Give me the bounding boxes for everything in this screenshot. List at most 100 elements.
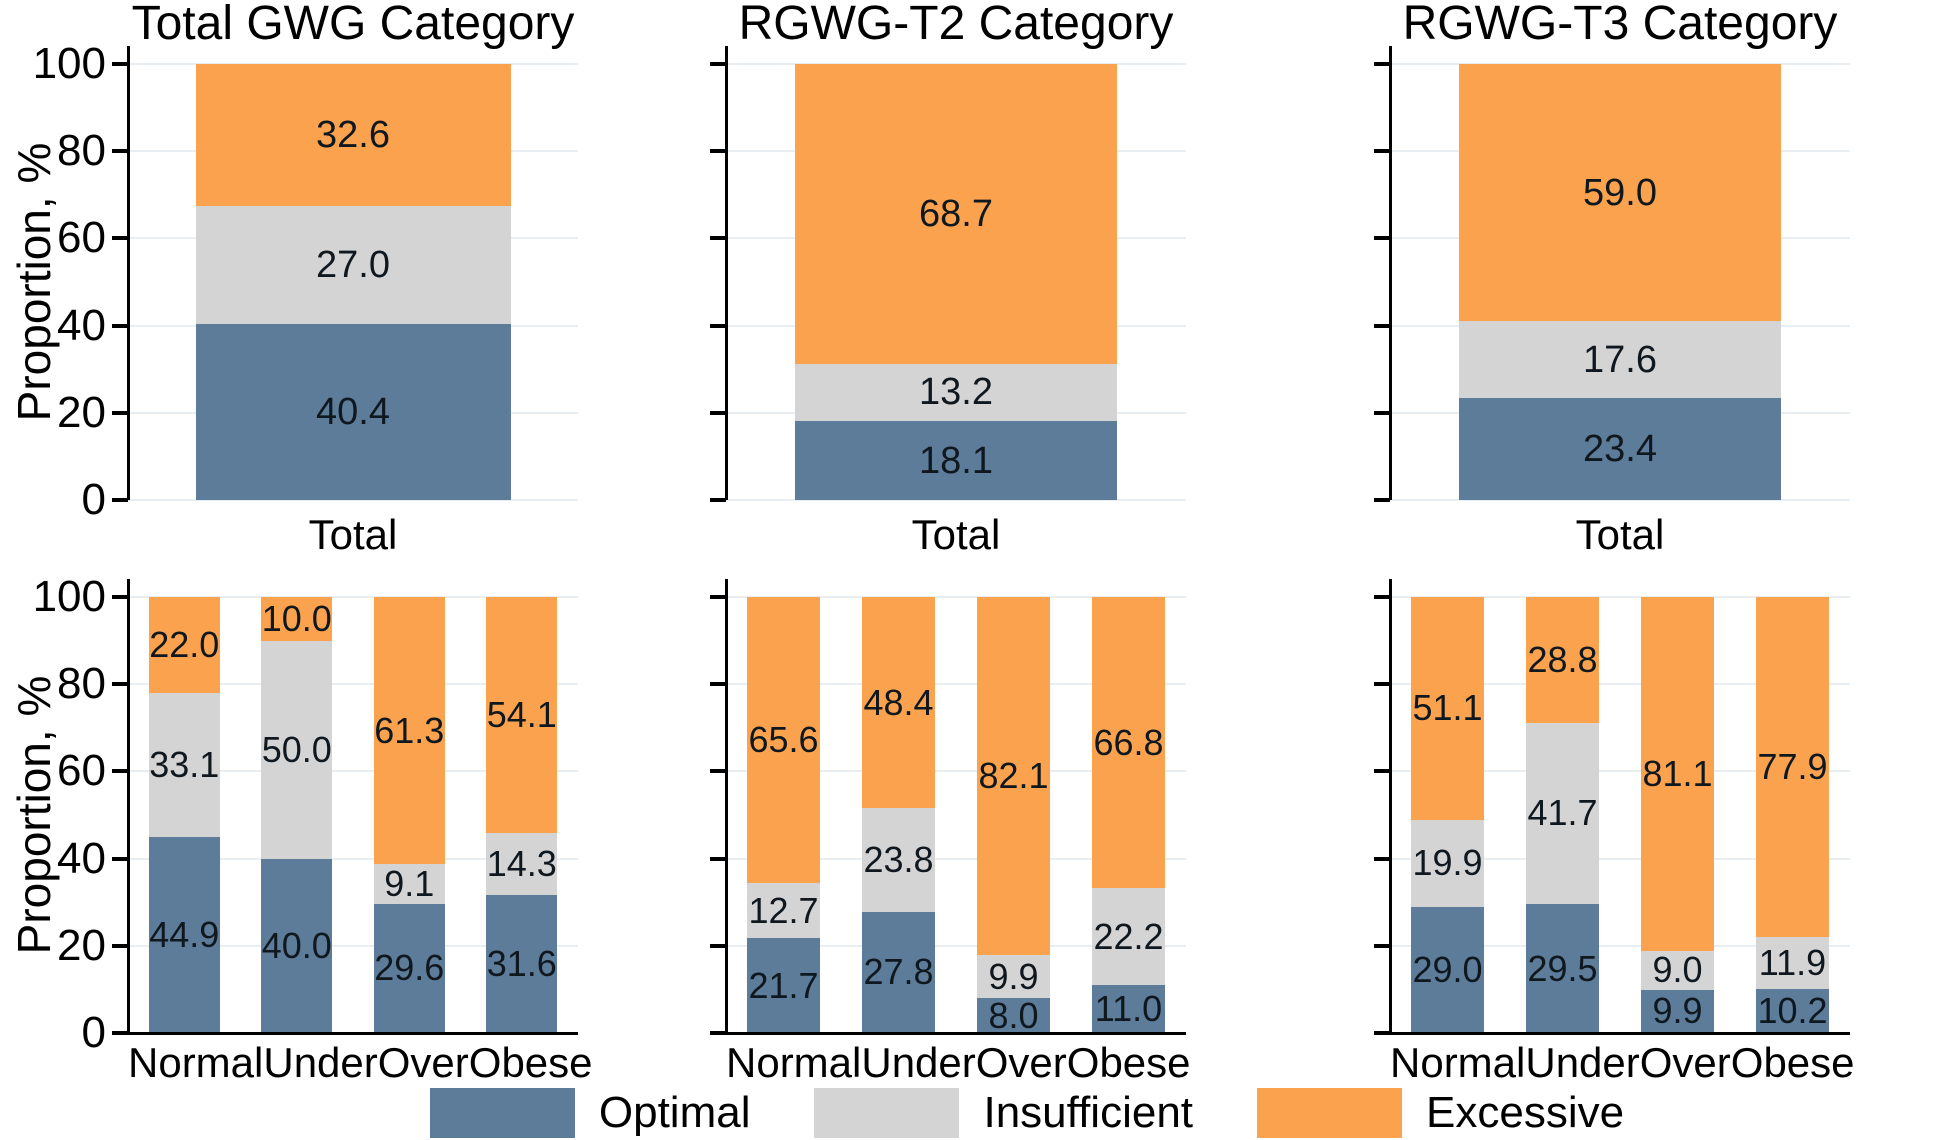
segment-excessive-over: 82.1 <box>977 597 1050 955</box>
y-tick-label-0: 0 <box>81 475 106 524</box>
value-label-optimal-total: 18.1 <box>919 439 993 482</box>
x-category-labels-total-gwg: Total <box>128 511 578 564</box>
value-label-insufficient-normal: 12.7 <box>748 889 819 931</box>
x-category-labels-rgwg-t2-by-bmi: Normal Under Over Obese <box>726 1039 1191 1088</box>
gridline-100 <box>726 63 1186 65</box>
gridline-40 <box>128 857 578 860</box>
panel-total-gwg: Total GWG Category Proportion, % 0 20 40 60… <box>0 0 648 580</box>
value-label-insufficient-obese: 14.3 <box>486 843 557 885</box>
y-axis-tick-100 <box>1374 595 1390 599</box>
x-category-label-normal: Normal <box>726 1039 862 1086</box>
value-label-insufficient-under: 23.8 <box>863 838 934 880</box>
segment-optimal-over: 29.6 <box>373 903 445 1033</box>
value-label-insufficient-under: 50.0 <box>261 728 332 770</box>
bar-normal: 44.9 33.1 22.0 <box>148 597 220 1033</box>
value-label-excessive-obese: 66.8 <box>1093 721 1164 763</box>
y-axis-tick-80 <box>112 149 128 154</box>
excessive-color-swatch <box>1257 1087 1403 1138</box>
panel-rgwg-t3: RGWG-T3 Category 23.4 17.6 59.0 Total <box>1296 0 1944 580</box>
segment-optimal-obese: 11.0 <box>1092 985 1165 1033</box>
x-category-label-over: Over <box>1639 1039 1731 1086</box>
value-label-excessive-under: 28.8 <box>1527 638 1598 680</box>
value-label-optimal-under: 40.0 <box>261 924 332 966</box>
insufficient-color-swatch <box>814 1087 960 1138</box>
segment-optimal-over: 8.0 <box>977 997 1050 1033</box>
x-category-label-total: Total <box>308 511 398 558</box>
segment-excessive-over: 61.3 <box>373 597 445 865</box>
y-axis-tick-20 <box>1374 410 1390 415</box>
y-axis-tick-80 <box>710 682 726 687</box>
value-label-insufficient-over: 9.0 <box>1652 949 1703 991</box>
value-label-excessive-over: 81.1 <box>1642 752 1713 794</box>
y-axis-tick-0 <box>1374 1031 1390 1035</box>
bar-total: 18.1 13.2 68.7 <box>795 64 1117 500</box>
y-tick-label-0: 0 <box>81 1008 106 1057</box>
segment-insufficient-obese: 11.9 <box>1756 936 1829 989</box>
value-label-optimal-normal: 29.0 <box>1412 948 1483 990</box>
plot-area-rgwg-t2-by-bmi: 21.7 12.7 65.6 27.8 23.8 48.4 8.0 9.9 82.1 11.0 22… <box>710 579 1186 1035</box>
value-label-optimal-normal: 44.9 <box>149 914 220 956</box>
segment-excessive-obese: 54.1 <box>486 597 558 833</box>
y-axis-tick-60 <box>112 236 128 241</box>
value-label-excessive-under: 10.0 <box>261 597 332 639</box>
panel-rgwg-t3-by-bmi: 29.0 19.9 51.1 29.5 41.7 28.8 9.9 9.0 81.1 10.2 11… <box>1296 579 1944 1086</box>
gridline-100 <box>1390 63 1850 65</box>
gridline-100 <box>128 596 578 598</box>
plot-area-rgwg-t3-by-bmi: 29.0 19.9 51.1 29.5 41.7 28.8 9.9 9.0 81.1 10.2 11… <box>1374 579 1850 1035</box>
y-axis-tick-0 <box>112 498 128 502</box>
bar-obese: 31.6 14.3 54.1 <box>486 597 558 1033</box>
bar-total: 23.4 17.6 59.0 <box>1459 64 1781 500</box>
x-category-label-total: Total <box>911 511 1001 558</box>
y-axis-tick-80 <box>1374 149 1390 154</box>
segment-optimal-total: 40.4 <box>195 323 511 500</box>
segment-excessive-obese: 77.9 <box>1756 597 1829 937</box>
x-category-label-total: Total <box>1575 511 1665 558</box>
value-label-insufficient-obese: 22.2 <box>1093 915 1164 957</box>
segment-excessive-total: 68.7 <box>795 64 1117 364</box>
segment-insufficient-under: 23.8 <box>862 808 935 912</box>
y-axis-tick-0 <box>1374 498 1390 502</box>
segment-optimal-total: 18.1 <box>795 421 1117 500</box>
gridline-60 <box>726 770 1186 773</box>
value-label-excessive-total: 32.6 <box>316 114 390 157</box>
value-label-optimal-over: 29.6 <box>374 947 445 989</box>
value-label-excessive-over: 61.3 <box>374 709 445 751</box>
value-label-optimal-normal: 21.7 <box>748 964 819 1006</box>
y-axis-tick-20 <box>710 410 726 415</box>
y-tick-label-80: 80 <box>57 126 106 176</box>
segment-optimal-under: 29.5 <box>1526 904 1599 1033</box>
panel-rgwg-t2-by-bmi: 21.7 12.7 65.6 27.8 23.8 48.4 8.0 9.9 82.1 11.0 22… <box>648 579 1296 1088</box>
legend-item-insufficient: Insufficient <box>814 1087 1193 1138</box>
y-tick-label-80: 80 <box>57 659 106 709</box>
y-axis-tick-0 <box>710 1031 726 1035</box>
optimal-color-swatch <box>429 1087 575 1138</box>
panel-title-rgwg-t3: RGWG-T3 Category <box>1402 0 1838 50</box>
y-tick-label-20: 20 <box>57 920 106 970</box>
gridline-60 <box>1390 770 1850 773</box>
gridline-80 <box>1390 683 1850 686</box>
bar-total: 40.4 27.0 32.6 <box>195 64 511 500</box>
y-axis-tick-0 <box>112 1031 128 1035</box>
segment-excessive-normal: 51.1 <box>1411 597 1484 820</box>
bottom-chart-row: Proportion, % 0 20 40 60 80 100 44.9 33.1 22.0 40… <box>0 575 1944 1088</box>
gridline-40 <box>726 857 1186 860</box>
value-label-excessive-over: 82.1 <box>978 754 1049 796</box>
legend-item-excessive: Excessive <box>1257 1087 1625 1138</box>
gridline-0 <box>128 1032 578 1034</box>
segment-optimal-total: 23.4 <box>1459 397 1781 500</box>
bar-over: 29.6 9.1 61.3 <box>373 597 445 1033</box>
value-label-insufficient-over: 9.1 <box>384 863 435 905</box>
segment-insufficient-total: 13.2 <box>795 363 1117 422</box>
value-label-insufficient-over: 9.9 <box>988 955 1039 997</box>
panel-rgwg-t2: RGWG-T2 Category 18.1 13.2 68.7 Total <box>648 0 1296 580</box>
segment-insufficient-obese: 22.2 <box>1092 888 1165 986</box>
y-axis-tick-40 <box>112 323 128 328</box>
legend-label-optimal: Optimal <box>598 1087 751 1137</box>
gridline-20 <box>726 944 1186 947</box>
value-label-optimal-under: 29.5 <box>1527 947 1598 989</box>
segment-excessive-total: 32.6 <box>195 64 511 207</box>
gridline-80 <box>726 683 1186 686</box>
y-axis-tick-100 <box>112 62 128 66</box>
legend-label-excessive: Excessive <box>1426 1087 1625 1137</box>
segment-optimal-normal: 29.0 <box>1411 906 1484 1033</box>
